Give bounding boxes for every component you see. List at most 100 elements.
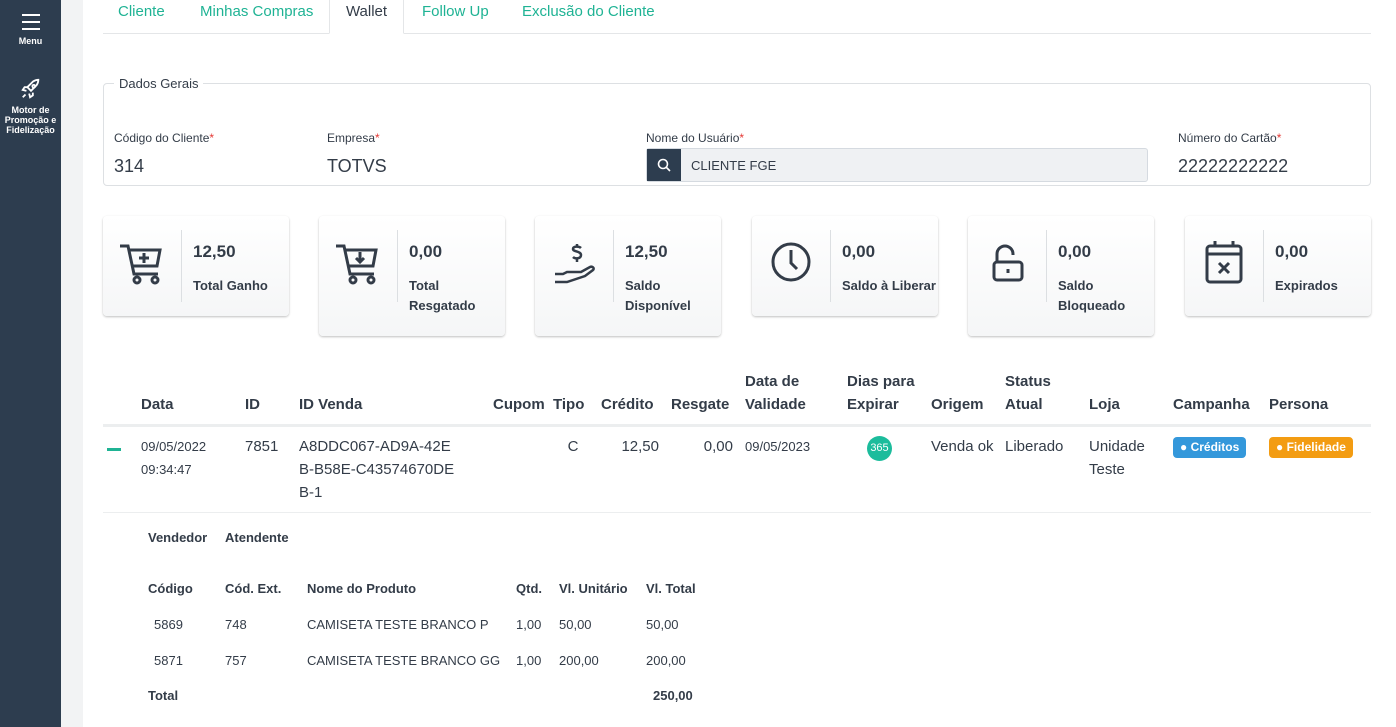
det-col-cod-ext: Cód. Ext. <box>225 581 282 596</box>
calendar-x-icon <box>1205 241 1243 284</box>
det-col-vl-unitario: Vl. Unitário <box>559 581 628 596</box>
nome-usuario-label: Nome do Usuário* <box>646 131 745 145</box>
col-credito[interactable]: Crédito <box>597 366 667 427</box>
card-saldo-liberar: 0,00 Saldo à Liberar <box>752 216 938 316</box>
cart-download-icon <box>336 244 378 285</box>
search-button[interactable] <box>647 149 681 181</box>
tab-minhas-compras[interactable]: Minhas Compras <box>200 3 314 20</box>
clock-icon <box>771 242 811 282</box>
col-id-venda[interactable]: ID Venda <box>295 366 489 427</box>
row-loja: Unidade Teste <box>1085 425 1169 513</box>
nome-usuario-field <box>646 148 1148 182</box>
nome-usuario-input[interactable] <box>681 149 1147 181</box>
row-status: Liberado <box>1001 425 1085 513</box>
col-data-validade[interactable]: Data de Validade <box>741 366 843 427</box>
card-label: Expirados <box>1275 278 1338 293</box>
card-label: Total Resgatado <box>409 278 476 313</box>
row-id: 7851 <box>241 425 295 513</box>
det-qtd: 1,00 <box>516 617 542 632</box>
row-validade: 09/05/2023 <box>741 425 843 513</box>
row-cupom <box>489 425 549 513</box>
det-vl-unitario: 200,00 <box>559 653 599 668</box>
sidebar-item-motor-promocao[interactable]: Motor de Promoção e Fidelização <box>0 78 61 135</box>
gutter <box>61 0 83 727</box>
numero-cartao-value: 22222222222 <box>1178 156 1289 176</box>
card-total-resgatado: 0,00 Total Resgatado <box>319 216 505 336</box>
card-value: 0,00 <box>1058 242 1092 261</box>
det-col-qtd: Qtd. <box>516 581 542 596</box>
col-loja[interactable]: Loja <box>1085 366 1169 427</box>
card-saldo-bloqueado: 0,00 Saldo Bloqueado <box>968 216 1154 336</box>
col-origem[interactable]: Origem <box>927 366 1001 427</box>
section-legend: Dados Gerais <box>119 76 199 91</box>
tab-follow-up[interactable]: Follow Up <box>422 3 489 20</box>
col-cupom[interactable]: Cupom <box>489 366 549 427</box>
col-tipo[interactable]: Tipo <box>549 366 597 427</box>
col-id[interactable]: ID <box>241 366 295 427</box>
col-resgate[interactable]: Resgate <box>667 366 741 427</box>
codigo-cliente-value: 314 <box>114 156 145 176</box>
dados-gerais-section: Dados Gerais Código do Cliente* 314 Empr… <box>103 76 1371 186</box>
det-total-value: 250,00 <box>653 688 693 703</box>
det-codigo: 5869 <box>154 617 183 632</box>
det-produto: CAMISETA TESTE BRANCO P <box>307 617 489 632</box>
atendente-label: Atendente <box>225 530 289 545</box>
col-data[interactable]: Data <box>137 366 241 427</box>
vendedor-label: Vendedor <box>148 530 208 545</box>
det-qtd: 1,00 <box>516 653 542 668</box>
card-saldo-disponivel: 12,50 Saldo Disponível <box>535 216 721 336</box>
col-campanha[interactable]: Campanha <box>1169 366 1265 427</box>
det-codigo: 5871 <box>154 653 183 668</box>
card-value: 0,00 <box>409 242 443 261</box>
codigo-cliente-label: Código do Cliente* <box>114 131 215 145</box>
tab-wallet[interactable]: Wallet <box>329 0 404 34</box>
hamburger-icon <box>21 14 40 30</box>
row-id-venda: A8DDC067-AD9A-42EB-B58E-C43574670DEB-1 <box>295 425 489 513</box>
unlock-icon <box>992 244 1024 282</box>
col-status-atual[interactable]: Status Atual <box>1001 366 1085 427</box>
card-value: 0,00 <box>1275 242 1309 261</box>
campanha-badge: ● Créditos <box>1173 437 1247 458</box>
menu-label: Menu <box>18 36 43 46</box>
empresa-label: Empresa* <box>327 131 380 145</box>
cart-plus-icon <box>120 244 162 285</box>
det-total-label: Total <box>148 688 179 703</box>
det-vl-total: 50,00 <box>646 617 679 632</box>
card-label: Saldo Disponível <box>625 278 691 313</box>
hand-dollar-icon <box>555 244 595 284</box>
det-vl-unitario: 50,00 <box>559 617 592 632</box>
card-value: 0,00 <box>842 242 876 261</box>
card-label: Saldo Bloqueado <box>1058 278 1126 313</box>
col-dias-expirar[interactable]: Dias para Expirar <box>843 366 927 427</box>
det-cod-ext: 748 <box>225 617 247 632</box>
row-credito: 12,50 <box>597 425 667 513</box>
table-row: 09/05/2022 09:34:47 7851 A8DDC067-AD9A-42… <box>103 425 1371 513</box>
sidebar-item-label: Motor de Promoção e Fidelização <box>4 105 57 135</box>
card-total-ganho: 12,50 Total Ganho <box>103 216 289 316</box>
row-data: 09/05/2022 <box>141 439 207 454</box>
det-col-nome-produto: Nome do Produto <box>307 581 417 596</box>
rocket-icon <box>20 78 39 99</box>
wallet-table: Data ID ID Venda Cupom Tipo Crédito Resg… <box>103 366 1371 513</box>
dias-expirar-badge: 365 <box>867 436 892 461</box>
card-label: Total Ganho <box>193 278 268 293</box>
search-icon <box>657 158 671 172</box>
card-value: 12,50 <box>193 242 236 261</box>
table-header-row: Data ID ID Venda Cupom Tipo Crédito Resg… <box>103 366 1371 427</box>
det-cod-ext: 757 <box>225 653 247 668</box>
card-label: Saldo à Liberar <box>842 278 936 293</box>
card-expirados: 0,00 Expirados <box>1185 216 1371 316</box>
menu-button[interactable]: Menu <box>0 0 61 46</box>
tab-exclusao-cliente[interactable]: Exclusão do Cliente <box>522 3 655 20</box>
numero-cartao-label: Número do Cartão* <box>1178 131 1282 145</box>
sidebar: Menu Motor de Promoção e Fidelização <box>0 0 61 727</box>
tab-bar: Cliente Minhas Compras Wallet Follow Up … <box>103 0 1371 34</box>
main-content: Cliente Minhas Compras Wallet Follow Up … <box>83 0 1396 727</box>
det-produto: CAMISETA TESTE BRANCO GG <box>307 653 501 668</box>
collapse-row-icon[interactable] <box>107 448 121 451</box>
row-hora: 09:34:47 <box>141 462 192 477</box>
persona-badge: ● Fidelidade <box>1269 437 1353 458</box>
empresa-value: TOTVS <box>327 156 387 176</box>
tab-cliente[interactable]: Cliente <box>118 3 165 20</box>
col-persona[interactable]: Persona <box>1265 366 1371 427</box>
